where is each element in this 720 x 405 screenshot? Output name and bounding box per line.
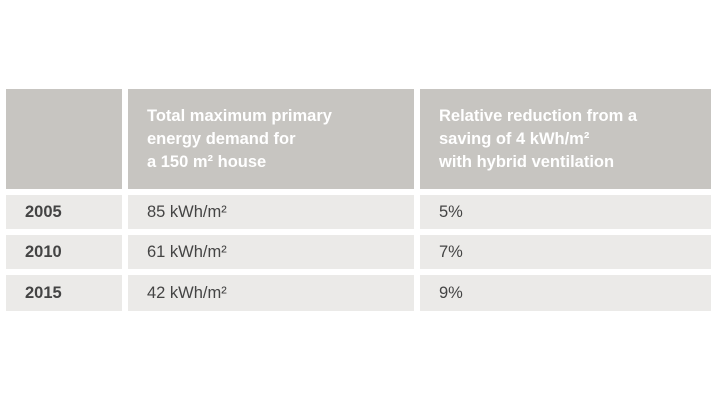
header-text: a 150 m² house bbox=[147, 153, 267, 171]
data-cell: 9% bbox=[420, 275, 711, 311]
data-cell: 85 kWh/m² bbox=[128, 195, 414, 229]
year-cell: 2010 bbox=[6, 235, 122, 269]
header-text: Total maximum primary bbox=[147, 107, 332, 125]
header-text: with hybrid ventilation bbox=[439, 153, 615, 171]
header-text: Relative reduction from a bbox=[439, 107, 638, 125]
data-cell: 61 kWh/m² bbox=[128, 235, 414, 269]
header-cell: Relative reduction from a saving of 4 kW… bbox=[420, 89, 711, 189]
header-corner bbox=[6, 89, 122, 189]
year-cell: 2015 bbox=[6, 275, 122, 311]
header-text: energy demand for bbox=[147, 130, 296, 148]
year-cell: 2005 bbox=[6, 195, 122, 229]
header-cell: Total maximum primary energy demand for … bbox=[128, 89, 414, 189]
data-cell: 7% bbox=[420, 235, 711, 269]
data-cell: 5% bbox=[420, 195, 711, 229]
data-cell: 42 kWh/m² bbox=[128, 275, 414, 311]
header-text: saving of 4 kWh/m² bbox=[439, 130, 590, 148]
